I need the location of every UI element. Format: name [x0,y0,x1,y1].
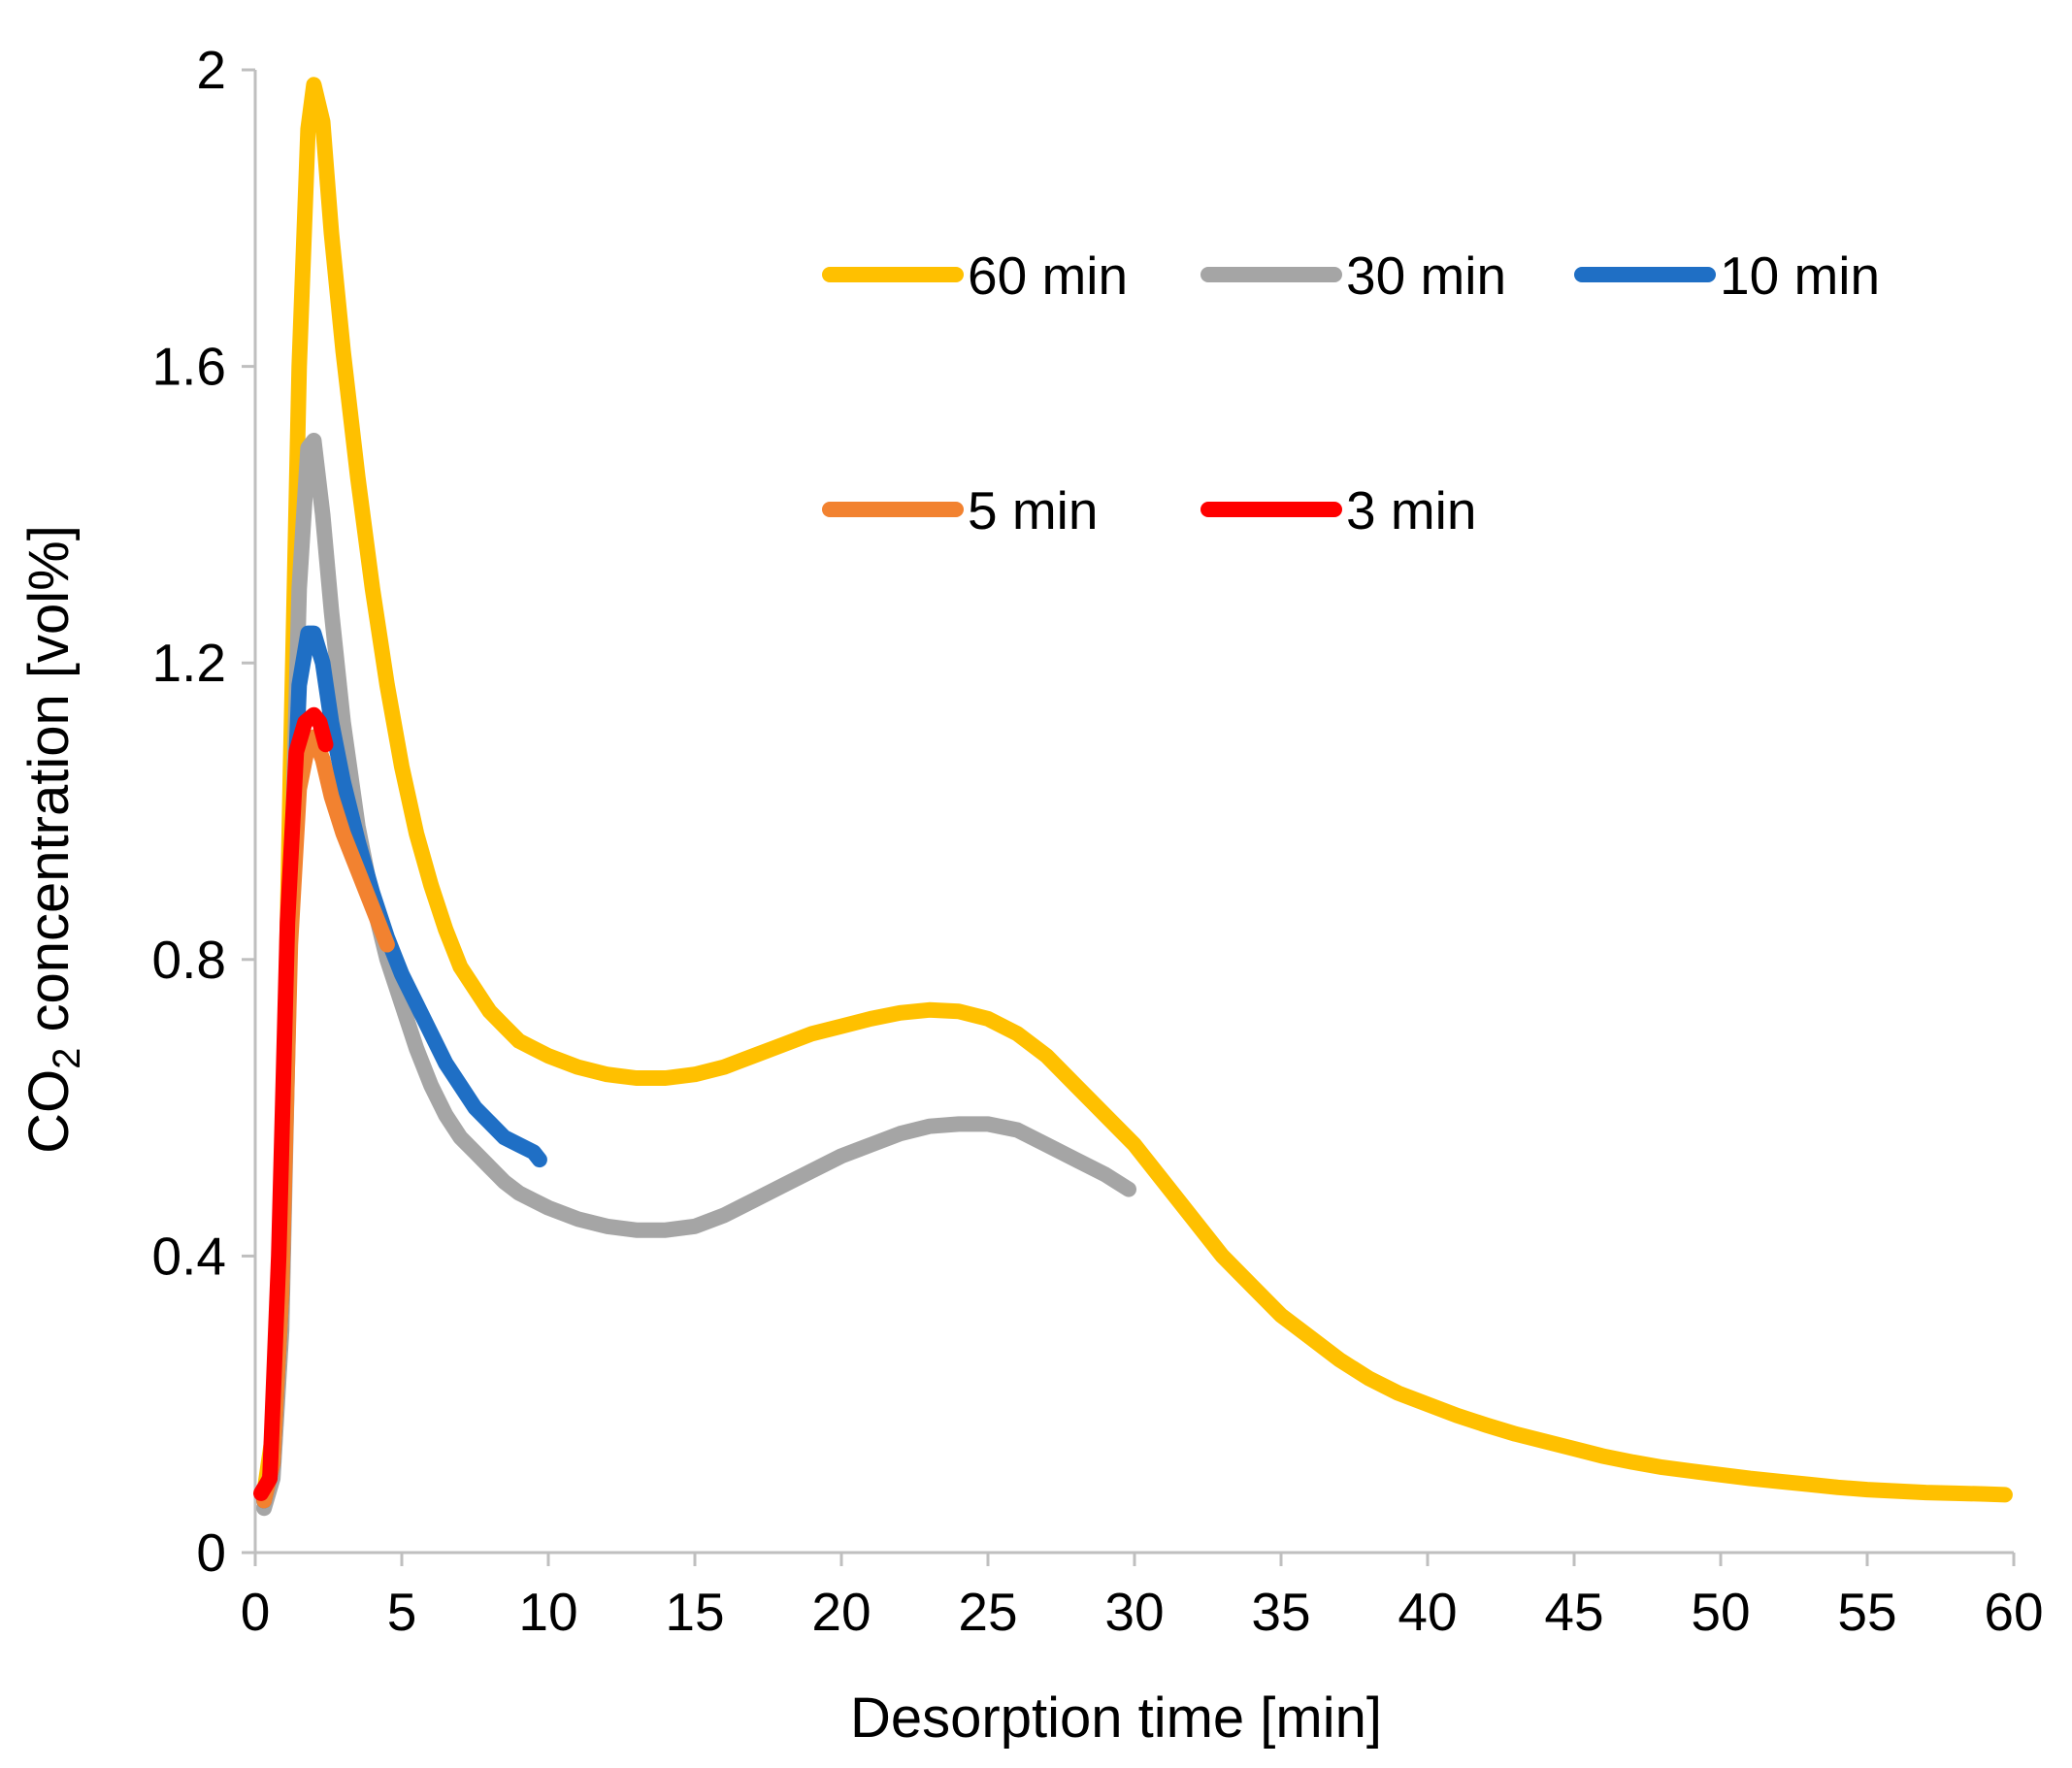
x-tick-label: 25 [958,1582,1017,1642]
x-tick-label: 35 [1251,1582,1310,1642]
x-tick-label: 45 [1544,1582,1603,1642]
x-tick-label: 20 [811,1582,871,1642]
y-axis-title: CO2 concentration [vol%] [17,525,88,1154]
x-tick-label: 15 [665,1582,724,1642]
x-tick-label: 55 [1837,1582,1896,1642]
x-tick-label: 30 [1104,1582,1164,1642]
x-axis-title: Desorption time [min] [850,1686,1382,1750]
y-axis-title-subscript: 2 [46,1048,88,1069]
x-tick-label: 60 [1984,1582,2043,1642]
legend-label-60-min: 60 min [968,246,1128,306]
x-tick-label: 0 [241,1582,271,1642]
series-line-3-min [253,706,334,1501]
x-tick-label: 5 [387,1582,417,1642]
y-axis-title-prefix: CO [17,1069,81,1154]
series-line-30-min [256,433,1136,1517]
y-tick-label: 1.2 [152,633,226,693]
legend-label-30-min: 30 min [1346,246,1506,306]
y-tick-label: 0 [196,1522,226,1583]
y-tick-label: 2 [196,40,226,100]
y-tick-label: 1.6 [152,337,226,397]
y-axis-title-suffix: concentration [vol%] [17,525,81,1047]
x-tick-label: 10 [518,1582,577,1642]
y-tick-label: 0.8 [152,930,226,990]
legend-label-3-min: 3 min [1346,480,1477,540]
x-tick-label: 50 [1691,1582,1750,1642]
series-line-60-min [256,77,2013,1503]
legend-label-5-min: 5 min [968,480,1099,540]
legend: 60 min 30 min 10 min 5 min 3 min [822,246,1880,540]
x-tick-label: 40 [1398,1582,1457,1642]
y-tick-label: 0.4 [152,1226,226,1286]
legend-label-10-min: 10 min [1720,246,1880,306]
series-layer [253,77,2013,1517]
axes: 00.40.81.21.620 5 10 15 20 25 30 35 40 45 50 55 60 [152,40,2044,1642]
